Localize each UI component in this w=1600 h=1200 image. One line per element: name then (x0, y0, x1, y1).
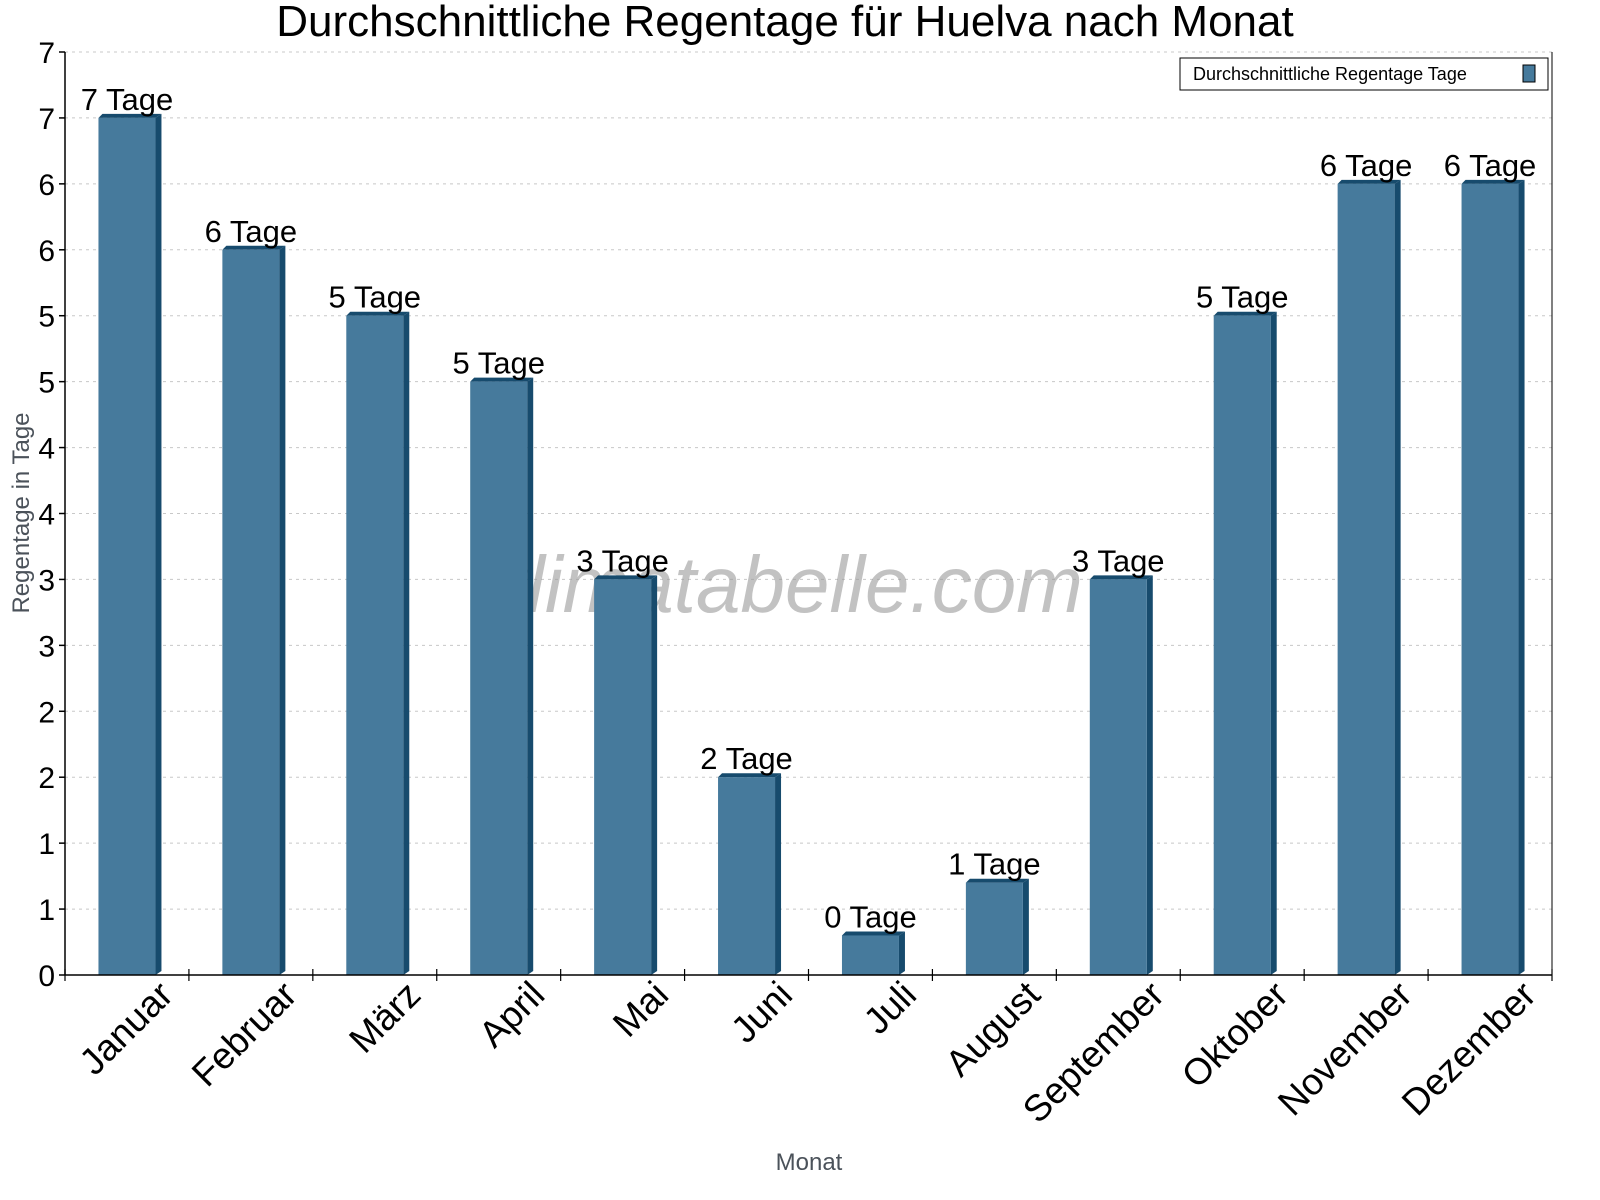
y-tick-label: 4 (38, 433, 55, 466)
y-axis-label: Regentage in Tage (8, 412, 35, 613)
bar-value-label: 6 Tage (205, 214, 298, 249)
bars: 7 Tage 6 Tage 5 Tage 5 Tage 3 Tage 2 Tage 0 Ta… (81, 82, 1537, 976)
y-tick-label: 6 (38, 235, 55, 268)
bar-mai: 3 Tage (576, 543, 669, 975)
watermark: klimatabelle.com (487, 540, 1083, 629)
y-tick-label: 0 (38, 960, 55, 993)
y-tick-label: 3 (38, 564, 55, 597)
y-tick-label: 5 (38, 367, 55, 400)
legend: Durchschnittliche Regentage Tage (1179, 57, 1549, 91)
x-tick-label: Oktober (1174, 974, 1296, 1096)
bar-value-label: 5 Tage (329, 280, 422, 315)
y-tick-label: 6 (38, 169, 55, 202)
legend-box (1179, 57, 1549, 91)
bar-april: 5 Tage (452, 346, 545, 976)
bar-value-label: 5 Tage (452, 346, 545, 381)
x-tick-label: November (1270, 974, 1420, 1124)
y-tick-label: 7 (38, 103, 55, 136)
bar-februar: 6 Tage (205, 214, 298, 976)
bar-juni: 2 Tage (700, 741, 793, 975)
y-tick-label: 1 (38, 828, 55, 861)
bar-value-label: 6 Tage (1444, 148, 1537, 183)
bar-august: 1 Tage (948, 847, 1041, 975)
y-tick-label: 7 (38, 37, 55, 70)
x-axis-ticks: Januar Februar März April Mai Juni Juli AugustS… (64, 969, 1553, 1131)
bar-dezember: 6 Tage (1444, 148, 1537, 975)
y-axis-ticks: 0 1 1 2 2 3 3 4 4 5 5 6 6 7 7 (38, 37, 65, 993)
bar-juli: 0 Tage (824, 899, 917, 975)
x-tick-label: Januar (72, 974, 181, 1083)
x-tick-label: Juni (723, 974, 800, 1051)
bar-value-label: 1 Tage (948, 847, 1041, 882)
y-tick-label: 2 (38, 762, 55, 795)
x-axis-label: Monat (776, 1149, 843, 1176)
x-tick-label: August (938, 973, 1049, 1084)
bar-value-label: 7 Tage (81, 82, 174, 117)
y-tick-label: 5 (38, 301, 55, 334)
bar-value-label: 6 Tage (1320, 148, 1413, 183)
y-tick-label: 3 (38, 630, 55, 663)
legend-swatch-icon (1522, 64, 1536, 83)
bar-november: 6 Tage (1320, 148, 1413, 975)
y-tick-label: 1 (38, 894, 55, 927)
y-tick-label: 2 (38, 696, 55, 729)
bar-value-label: 3 Tage (576, 543, 669, 578)
x-tick-label: Juli (856, 974, 924, 1042)
bar-value-label: 5 Tage (1196, 280, 1289, 315)
bar-januar: 7 Tage (81, 82, 174, 975)
x-tick-label: Dezember (1394, 974, 1544, 1124)
x-tick-label: Februar (184, 974, 305, 1095)
bar-value-label: 3 Tage (1072, 543, 1165, 578)
chart-title: Durchschnittliche Regentage für Huelva n… (276, 0, 1293, 46)
gridlines (65, 51, 1552, 910)
y-tick-label: 4 (38, 499, 55, 532)
bar-märz: 5 Tage (329, 280, 422, 975)
bar-oktober: 5 Tage (1196, 280, 1289, 975)
legend-label: Durchschnittliche Regentage Tage (1193, 64, 1467, 84)
bar-september: 3 Tage (1072, 543, 1165, 975)
x-tick-label: Mai (605, 974, 676, 1045)
x-tick-label: März (341, 974, 428, 1061)
x-tick-label: April (471, 974, 552, 1055)
bar-value-label: 0 Tage (824, 899, 917, 934)
bar-value-label: 2 Tage (700, 741, 793, 776)
